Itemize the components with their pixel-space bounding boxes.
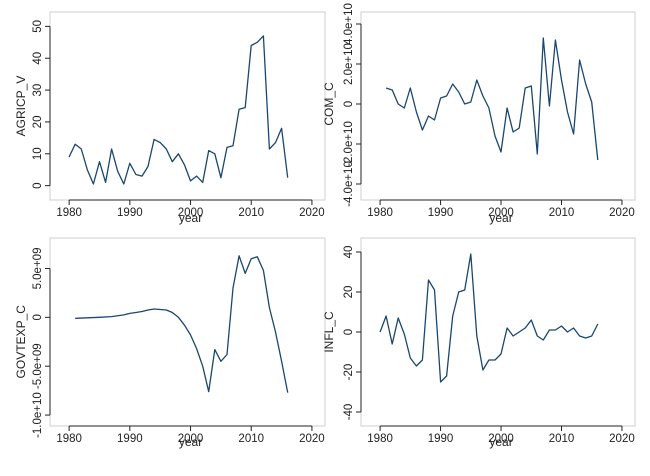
y-tick-label: 20	[343, 286, 355, 299]
y-tick-label: 40	[32, 52, 44, 65]
panels: 1980 1990 2000 2010 202001020304050yearAGRIC…	[14, 3, 636, 449]
y-axis-title: INFL_C	[322, 311, 336, 353]
x-tick-label: 1990	[428, 433, 454, 445]
y-tick-label: 4.0e+10	[343, 3, 355, 45]
x-tick-label: 1980	[56, 207, 82, 219]
x-axis-title: year	[489, 435, 512, 449]
y-tick-label: 40	[343, 246, 355, 259]
x-tick-label: 1980	[367, 207, 393, 219]
x-tick-label: 1980	[367, 433, 393, 445]
chart-panel-1: 1980 1990 2000 2010 2020 0 10 20 30 40 50 year AGRIC…	[14, 11, 326, 225]
y-tick-label: -20	[343, 364, 355, 381]
x-tick-label: 2000	[488, 207, 514, 219]
chart-panel-2: 1980 1990 2000 2010 2020 -4.0e+10-2.0e+10 0 2.0…	[322, 3, 636, 225]
x-tick-label: 1990	[117, 433, 143, 445]
x-tick-label: 2010	[549, 207, 575, 219]
y-axis-title: COM_C	[322, 82, 336, 126]
series-line	[379, 253, 599, 383]
x-axis-title: year	[489, 211, 512, 225]
series-line	[68, 35, 289, 185]
x-axis-title: year	[179, 211, 202, 225]
x-tick-label: 2000	[488, 433, 514, 445]
y-tick-label: 30	[32, 84, 44, 97]
y-axis-title: AGRICP_V	[14, 76, 28, 137]
chart-panel-4: 1980 1990 2000 2010 2020 -40 -20 0 20 40 year INFL_…	[322, 237, 636, 449]
series-line	[385, 37, 599, 161]
y-tick-label: 20	[32, 116, 44, 129]
x-tick-label: 2000	[178, 207, 204, 219]
x-axis-title: year	[179, 435, 202, 449]
y-tick-label: 0	[343, 329, 355, 335]
y-tick-label: 0	[32, 314, 44, 320]
x-tick-label: 2020	[299, 207, 325, 219]
y-tick-label: 2.0e+10	[343, 43, 355, 85]
x-tick-label: 2020	[609, 433, 635, 445]
y-tick-label: -4.0e+10	[343, 161, 355, 207]
x-tick-label: 1990	[428, 207, 454, 219]
y-tick-label: -2.0e+10	[343, 121, 355, 167]
y-tick-label: 0	[343, 101, 355, 107]
x-tick-label: 2000	[178, 433, 204, 445]
x-tick-label: 2010	[238, 433, 264, 445]
x-tick-label: 2010	[238, 207, 264, 219]
x-tick-label: 2020	[609, 207, 635, 219]
x-tick-label: 2010	[549, 433, 575, 445]
y-tick-label: 0	[32, 182, 44, 188]
y-tick-label: 10	[32, 147, 44, 160]
y-tick-label: -5.0e+09	[32, 343, 44, 389]
x-tick-label: 1980	[56, 433, 82, 445]
y-axis-title: GOVTEXP_C	[14, 305, 28, 379]
x-tick-label: 1990	[117, 207, 143, 219]
chart-panel-3: 1980 1990 2000 2010 2020 -1.0e+10 -5.0e+09 0 5.0…	[14, 237, 326, 449]
y-tick-label: 50	[32, 20, 44, 33]
y-tick-label: -40	[343, 404, 355, 421]
x-tick-label: 2020	[299, 433, 325, 445]
y-tick-label: 5.0e+09	[32, 248, 44, 290]
y-tick-label: -1.0e+10	[32, 392, 44, 438]
series-line	[75, 255, 289, 393]
